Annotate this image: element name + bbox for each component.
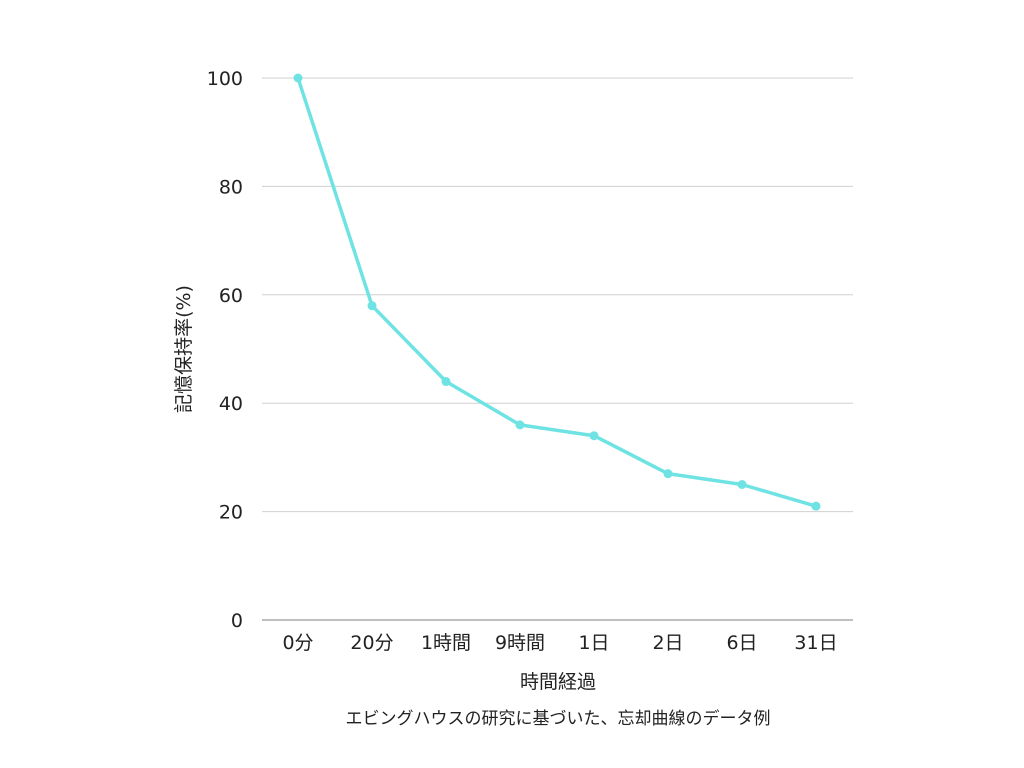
y-tick-label: 60 — [219, 285, 243, 307]
x-axis-ticks: 0分 20分 1時間 9時間 1日 2日 6日 31日 — [282, 632, 837, 654]
data-point — [811, 501, 821, 511]
x-tick-label: 1日 — [578, 632, 609, 654]
x-tick-label: 31日 — [794, 632, 837, 654]
series-layer — [293, 73, 821, 511]
y-tick-label: 40 — [219, 393, 243, 415]
data-point — [663, 469, 673, 479]
y-axis-ticks: 0 20 40 60 80 100 — [207, 68, 243, 632]
data-point — [737, 480, 747, 489]
y-tick-label: 100 — [207, 68, 243, 90]
chart-caption: エビングハウスの研究に基づいた、忘却曲線のデータ例 — [346, 708, 771, 729]
x-tick-label: 6日 — [726, 632, 757, 654]
data-point — [367, 301, 377, 311]
x-tick-label: 2日 — [652, 632, 683, 654]
x-tick-label: 1時間 — [421, 632, 471, 654]
y-tick-label: 0 — [231, 610, 243, 632]
data-point — [589, 431, 599, 441]
gridlines — [262, 77, 853, 621]
x-axis-title: 時間経過 — [520, 671, 596, 693]
y-tick-label: 20 — [219, 502, 243, 524]
x-tick-label: 20分 — [350, 632, 393, 654]
data-point — [293, 73, 303, 83]
y-tick-label: 80 — [219, 176, 243, 198]
x-tick-label: 0分 — [282, 632, 313, 654]
data-point — [441, 377, 451, 387]
x-tick-label: 9時間 — [495, 632, 545, 654]
data-point — [515, 420, 525, 430]
series-line — [296, 76, 818, 508]
y-axis-title: 記憶保持率(%) — [173, 285, 195, 413]
